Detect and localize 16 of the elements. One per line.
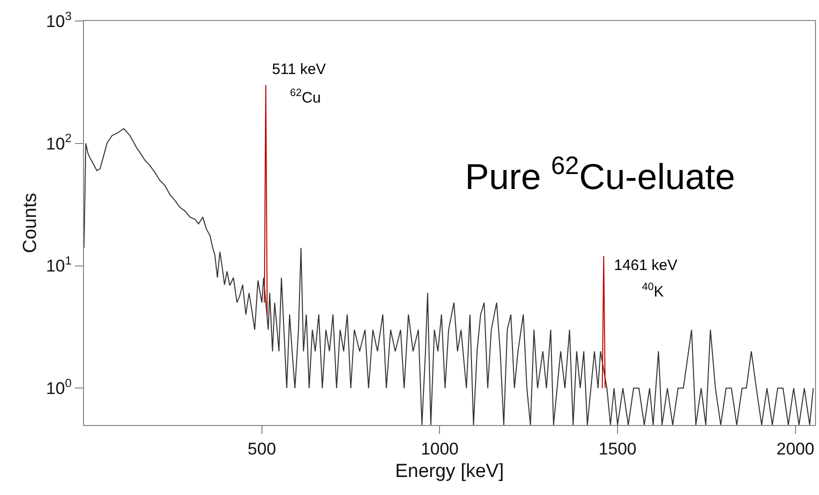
annotation: Pure $^{62}$Cu-eluate: [465, 152, 736, 198]
y-tick-label: 10$^{2}$: [46, 131, 72, 154]
y-tick-label: 10$^{0}$: [46, 376, 72, 398]
x-tick-label: 2000: [776, 439, 814, 458]
annotation: 511 keV: [272, 61, 326, 78]
line-series: [84, 128, 814, 425]
y-axis-title: Counts: [20, 192, 41, 254]
x-axis-title: Energy [keV]: [395, 461, 504, 482]
annotation: 1461 keV: [614, 257, 678, 274]
y-tick-label: 10$^{1}$: [46, 254, 72, 276]
x-tick-label: 1500: [598, 439, 636, 458]
x-tick-label: 500: [248, 439, 276, 458]
x-tick-label: 1000: [420, 439, 459, 458]
annotation: $^{62}$Cu: [290, 87, 321, 106]
annotation: $^{40}$K: [642, 281, 664, 300]
y-tick-label: 10$^{3}$: [46, 8, 72, 31]
